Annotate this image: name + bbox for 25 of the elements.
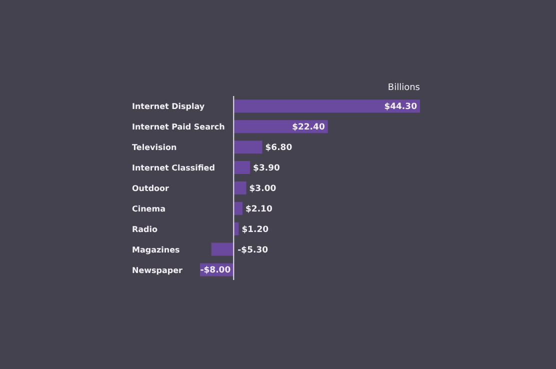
y-tick-label: Newspaper xyxy=(132,266,183,275)
bar xyxy=(234,140,262,154)
data-label: $44.30 xyxy=(384,102,418,112)
data-label: $3.90 xyxy=(253,164,280,174)
y-tick-label: Internet Classified xyxy=(132,164,216,173)
bar xyxy=(234,161,250,174)
y-tick-label: Magazines xyxy=(132,245,180,254)
text: Billions xyxy=(388,83,420,93)
bar xyxy=(211,242,234,256)
data-label: $6.80 xyxy=(265,143,292,154)
data-label: $1.20 xyxy=(242,224,269,235)
data-label: -$5.30 xyxy=(238,245,268,256)
bar xyxy=(234,181,246,194)
bar xyxy=(234,100,420,113)
y-tick-label: Internet Paid Search xyxy=(132,122,226,132)
y-tick-label: Television xyxy=(132,143,177,152)
data-label: $2.10 xyxy=(245,204,272,214)
data-label: $3.00 xyxy=(249,184,276,194)
y-tick-label: Outdoor xyxy=(132,184,170,193)
y-tick-label: Internet Display xyxy=(132,102,206,112)
y-tick-label: Cinema xyxy=(132,204,166,214)
bar xyxy=(234,202,242,215)
data-label: $22.40 xyxy=(292,122,325,133)
y-tick-label: Radio xyxy=(132,224,158,234)
data-label: -$8.00 xyxy=(200,266,231,276)
